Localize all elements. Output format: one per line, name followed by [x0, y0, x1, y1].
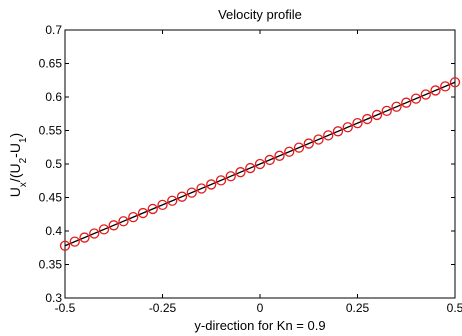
data-point	[332, 126, 344, 137]
data-point	[391, 101, 402, 112]
x-tick-label: -0.5	[55, 301, 76, 315]
y-tick-label: 0.65	[39, 57, 63, 71]
data-point	[108, 220, 119, 231]
data-point	[362, 113, 373, 125]
data-point	[245, 162, 256, 174]
x-tick-label: 0.25	[346, 301, 370, 315]
y-tick-label: 0.55	[39, 124, 63, 138]
data-point	[303, 138, 314, 149]
data-point	[254, 158, 266, 170]
data-point	[410, 93, 422, 104]
data-point	[89, 228, 100, 239]
data-point	[352, 117, 363, 129]
y-axis-label: Ux/(U2-U1)	[7, 133, 29, 197]
y-tick-label: 0.45	[39, 191, 63, 205]
x-tick-label: 0.5	[447, 301, 462, 315]
data-point	[186, 187, 197, 198]
data-point	[225, 171, 236, 182]
y-tick-label: 0.4	[45, 224, 62, 238]
series-line	[64, 81, 456, 247]
x-tick-label: -0.25	[149, 301, 177, 315]
data-point	[371, 109, 383, 121]
y-tick-label: 0.5	[45, 157, 62, 171]
data-point	[196, 183, 207, 194]
data-point	[274, 150, 285, 161]
data-point	[293, 142, 305, 153]
data-point	[137, 207, 149, 219]
data-point	[128, 211, 139, 223]
data-point	[264, 154, 275, 166]
x-axis-label: y-direction for Kn = 0.9	[194, 318, 325, 333]
chart-title: Velocity profile	[218, 7, 302, 22]
data-point	[118, 216, 129, 227]
data-point	[381, 105, 392, 117]
data-point	[430, 85, 441, 96]
y-tick-label: 0.3	[45, 291, 62, 305]
data-point	[98, 224, 110, 235]
data-point	[342, 122, 353, 133]
data-point	[215, 175, 227, 186]
data-point	[206, 179, 217, 190]
data-point	[79, 232, 90, 243]
data-point	[449, 77, 461, 88]
data-point	[401, 97, 412, 108]
x-tick-label: 0	[257, 301, 264, 315]
data-point	[167, 195, 178, 206]
data-point	[440, 81, 451, 92]
data-point	[323, 130, 334, 141]
data-point	[157, 199, 168, 211]
y-tick-label: 0.7	[45, 23, 62, 37]
data-point	[59, 240, 71, 251]
data-point	[284, 146, 295, 157]
y-tick-label: 0.35	[39, 258, 63, 272]
data-point	[69, 236, 80, 247]
data-point	[176, 191, 188, 202]
data-point	[313, 134, 324, 145]
data-point	[235, 167, 246, 178]
y-tick-label: 0.6	[45, 90, 62, 104]
data-point	[147, 203, 158, 215]
data-point	[420, 89, 431, 100]
